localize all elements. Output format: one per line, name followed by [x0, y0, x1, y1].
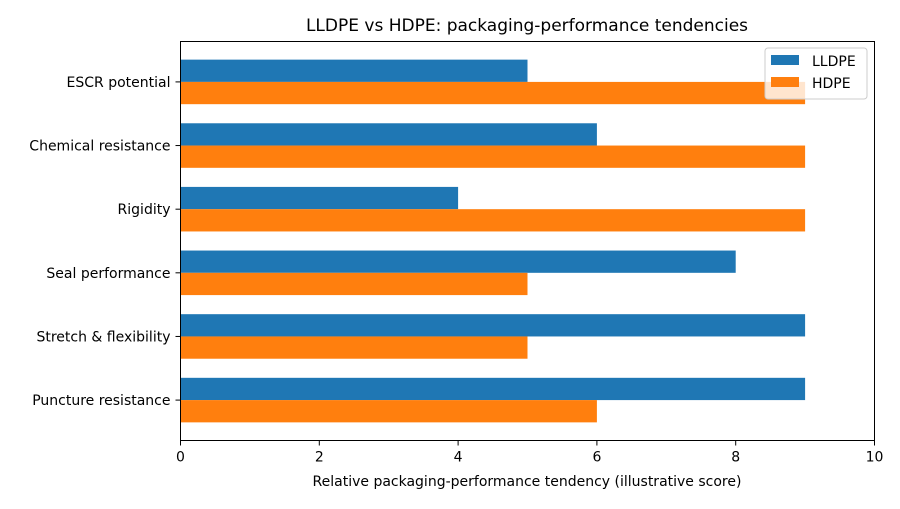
bar-lldpe-3	[180, 186, 459, 210]
y-tick-label: Puncture resistance	[32, 393, 170, 409]
legend-swatch-hdpe	[771, 77, 799, 87]
y-tick-label: Rigidity	[118, 202, 171, 218]
bar-lldpe-1	[180, 314, 806, 337]
bar-hdpe-2	[180, 272, 528, 296]
x-tick-label: 6	[592, 450, 601, 466]
legend-label-hdpe: HDPE	[812, 76, 851, 92]
legend: LLDPE HDPE	[764, 47, 868, 100]
y-tick-label: ESCR potential	[67, 75, 171, 91]
x-tick-label: 0	[176, 450, 185, 466]
plot-frame	[180, 41, 875, 441]
legend-swatch-lldpe	[771, 55, 799, 65]
bar-hdpe-1	[180, 336, 528, 359]
chart-title: LLDPE vs HDPE: packaging-performance ten…	[306, 16, 748, 36]
bar-lldpe-4	[180, 123, 597, 146]
x-tick-label: 10	[866, 450, 884, 466]
bar-lldpe-5	[180, 59, 528, 82]
x-tick-label: 4	[454, 450, 463, 466]
x-axis-label: Relative packaging-performance tendency …	[313, 474, 742, 490]
bar-hdpe-4	[180, 145, 806, 168]
bar-hdpe-3	[180, 209, 806, 232]
bar-hdpe-5	[180, 81, 806, 105]
legend-label-lldpe: LLDPE	[812, 54, 856, 70]
y-tick-label: Stretch & flexibility	[36, 329, 170, 345]
x-tick-label: 2	[315, 450, 324, 466]
y-tick-label: Chemical resistance	[29, 139, 170, 155]
bar-hdpe-0	[180, 400, 597, 423]
bar-lldpe-2	[180, 250, 736, 273]
y-tick-label: Seal performance	[46, 266, 170, 282]
x-tick-label: 8	[731, 450, 740, 466]
bar-lldpe-0	[180, 377, 806, 401]
